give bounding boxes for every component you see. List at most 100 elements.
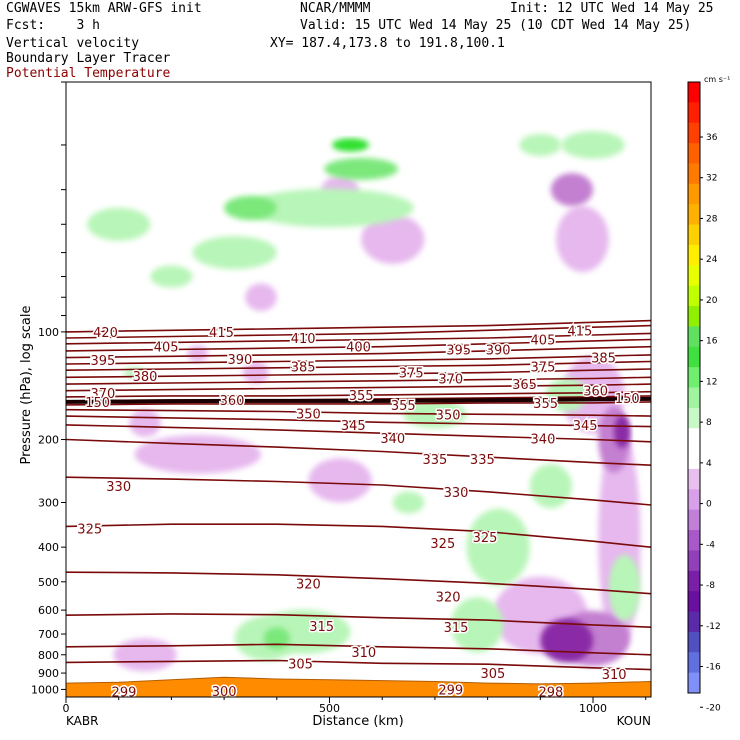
velocity-shade bbox=[550, 173, 594, 207]
colorbar-swatch bbox=[688, 509, 700, 531]
colorbar-swatch bbox=[688, 652, 700, 674]
isentrope-label: 385 bbox=[591, 352, 616, 367]
isentrope-label: 390 bbox=[228, 353, 253, 368]
velocity-shade bbox=[332, 138, 370, 152]
isentrope-340 bbox=[66, 424, 651, 443]
colorbar-swatch bbox=[688, 468, 700, 490]
colorbar-swatch bbox=[688, 224, 700, 246]
isentrope-label: 355 bbox=[391, 399, 416, 414]
colorbar-swatch bbox=[688, 407, 700, 429]
velocity-shade bbox=[224, 195, 277, 221]
isentrope-label: 340 bbox=[531, 433, 556, 448]
colorbar-label: 36 bbox=[706, 133, 718, 143]
isentrope-370 bbox=[66, 390, 651, 398]
isentrope-label: 395 bbox=[90, 354, 115, 369]
isentrope-label: 150 bbox=[615, 392, 640, 407]
velocity-shade bbox=[192, 236, 277, 270]
colorbar-swatch bbox=[688, 428, 700, 450]
field-boundary-layer-tracer: Boundary Layer Tracer bbox=[6, 51, 171, 66]
colorbar-label: -20 bbox=[706, 703, 721, 713]
isentrope-label: 315 bbox=[444, 621, 469, 636]
colorbar-units: cm s⁻¹ bbox=[704, 75, 730, 84]
colorbar-swatch bbox=[688, 346, 700, 368]
end-station-label: KOUN bbox=[617, 714, 651, 728]
colorbar-swatch bbox=[688, 82, 700, 103]
isentrope-label: 335 bbox=[470, 453, 495, 468]
isentrope-345 bbox=[66, 415, 651, 428]
velocity-shade bbox=[614, 415, 630, 449]
colorbar-swatch bbox=[688, 306, 700, 327]
isentrope-label: 310 bbox=[602, 668, 627, 683]
plot-frame bbox=[65, 81, 652, 698]
isentrope-315 bbox=[66, 613, 651, 628]
y-tick-label: 400 bbox=[38, 541, 59, 554]
y-tick-label: 200 bbox=[38, 434, 59, 447]
colorbar-label: -4 bbox=[706, 540, 715, 550]
terrain bbox=[66, 676, 651, 697]
isentrope-label: 380 bbox=[133, 370, 158, 385]
isentrope-label: 415 bbox=[209, 326, 234, 341]
isentrope-labels: 420 415 415 410 405 405 400 395 395 390 390 385 385 3… bbox=[76, 323, 641, 698]
isentrope-label: 355 bbox=[533, 397, 558, 412]
y-tick-label: 1000 bbox=[31, 683, 59, 696]
colorbar-label: 28 bbox=[706, 214, 718, 224]
y-tick-label: 500 bbox=[38, 576, 59, 589]
isentrope-label: 370 bbox=[90, 387, 115, 402]
isentrope-label: 415 bbox=[567, 324, 592, 339]
isentrope-label: 345 bbox=[573, 419, 598, 434]
velocity-shade bbox=[129, 409, 161, 437]
isentrope-label: 305 bbox=[480, 667, 505, 682]
colorbar-swatch bbox=[688, 122, 700, 144]
velocity-shade bbox=[308, 458, 372, 503]
isentrope-label: 335 bbox=[423, 453, 448, 468]
isentrope-310 bbox=[66, 643, 651, 656]
isentrope-label: 305 bbox=[288, 657, 313, 672]
colorbar-label: 12 bbox=[706, 377, 717, 387]
velocity-shade bbox=[529, 464, 572, 509]
y-tick-label: 300 bbox=[38, 496, 59, 509]
velocity-shade bbox=[245, 283, 277, 312]
colorbar-swatch bbox=[688, 367, 700, 388]
velocity-shade bbox=[87, 207, 151, 241]
isentrope-330 bbox=[66, 476, 651, 506]
field-potential-temperature: Potential Temperature bbox=[6, 66, 171, 81]
isentrope-305 bbox=[66, 659, 651, 671]
isentrope-label: 395 bbox=[446, 343, 471, 358]
isentrope-380 bbox=[66, 376, 651, 385]
velocity-shade bbox=[561, 131, 625, 159]
isentrope-320 bbox=[66, 571, 651, 595]
colorbar-swatch bbox=[688, 611, 700, 633]
isentrope-label: 410 bbox=[291, 332, 316, 347]
x-tick-label: 0 bbox=[63, 702, 70, 715]
isentrope-410 bbox=[66, 332, 651, 345]
isentrope-label: 355 bbox=[349, 389, 374, 404]
isentrope-label: 325 bbox=[430, 537, 455, 552]
isentrope-label: 150 bbox=[85, 396, 110, 411]
colorbar-label: -16 bbox=[706, 663, 721, 673]
colorbar-label: -12 bbox=[706, 622, 721, 632]
forecast-hour: Fcst: 3 h bbox=[6, 18, 100, 33]
isentrope-375 bbox=[66, 383, 651, 392]
isentrope-label: 325 bbox=[77, 523, 102, 538]
isentrope-325 bbox=[66, 523, 651, 548]
colorbar-swatch bbox=[688, 489, 700, 511]
y-tick-label: 600 bbox=[38, 604, 59, 617]
colorbar-swatch bbox=[688, 183, 700, 205]
velocity-shade bbox=[466, 508, 530, 586]
colorbar-frame bbox=[687, 81, 701, 694]
field-vertical-velocity: Vertical velocity bbox=[6, 36, 140, 51]
terrain-fill bbox=[66, 676, 651, 697]
colorbar-swatch bbox=[688, 672, 700, 694]
y-tick-label: 100 bbox=[38, 326, 59, 339]
isentrope-400 bbox=[66, 345, 651, 359]
colorbar-swatch bbox=[688, 102, 700, 124]
isentrope-label: 299 bbox=[438, 683, 463, 698]
colorbar-label: 24 bbox=[706, 255, 718, 265]
colorbar-swatch bbox=[688, 550, 700, 572]
velocity-shade bbox=[361, 214, 425, 264]
y-tick-label: 800 bbox=[38, 649, 59, 662]
colorbar-swatch bbox=[688, 143, 700, 164]
colorbar: 36 32 28 24 20 16 12 8 4 0 -4 -8 -12 -16 -20 bbox=[687, 81, 721, 713]
start-station-label: KABR bbox=[66, 714, 98, 728]
isentrope-405 bbox=[66, 338, 651, 352]
